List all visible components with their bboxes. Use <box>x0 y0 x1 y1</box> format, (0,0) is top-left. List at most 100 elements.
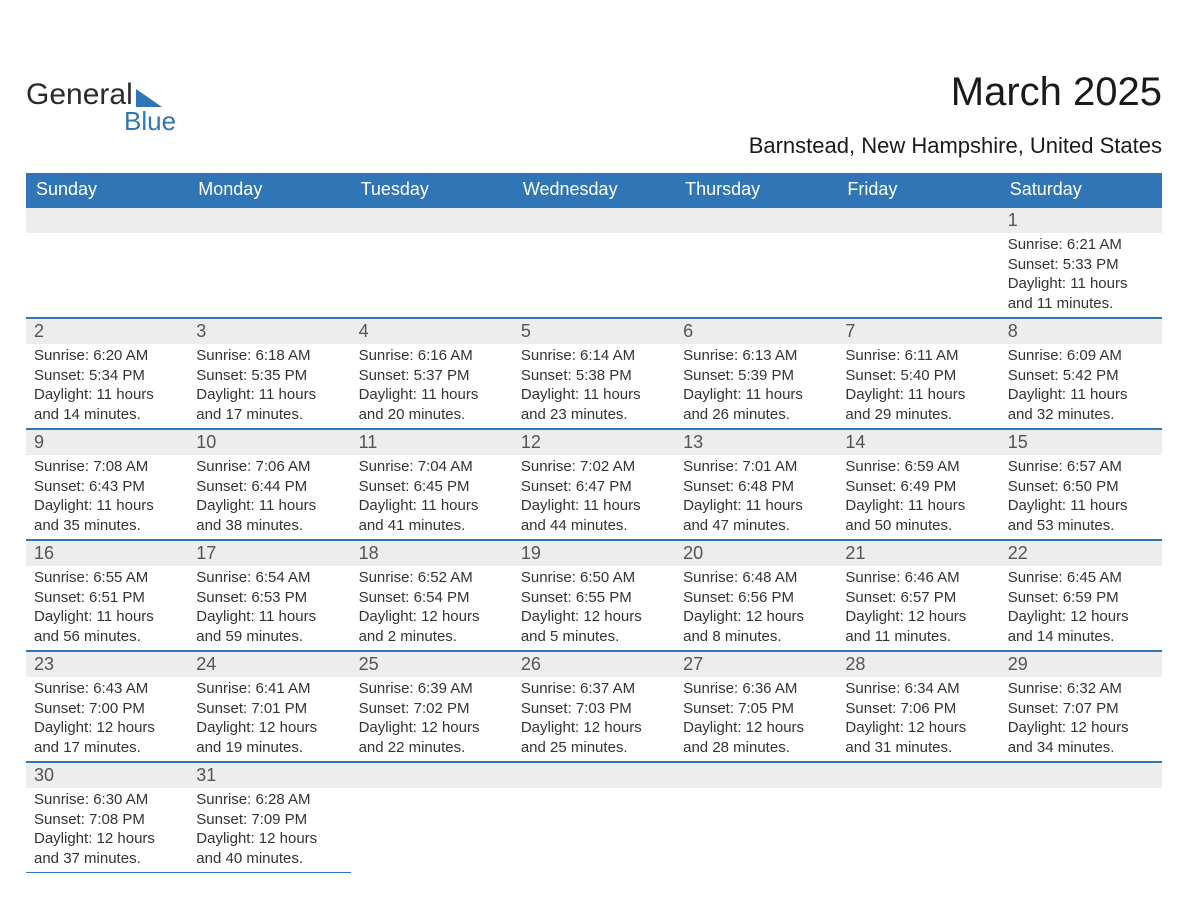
day-daylight1: Daylight: 11 hours <box>521 385 667 405</box>
calendar-cell: 26Sunrise: 6:37 AMSunset: 7:03 PMDayligh… <box>513 651 675 762</box>
day-details <box>188 233 350 259</box>
day-sunset: Sunset: 6:50 PM <box>1008 477 1154 497</box>
day-daylight2: and 59 minutes. <box>196 627 342 647</box>
day-details <box>1000 788 1162 794</box>
day-sunset: Sunset: 7:05 PM <box>683 699 829 719</box>
day-details: Sunrise: 6:41 AMSunset: 7:01 PMDaylight:… <box>188 677 350 761</box>
day-number <box>1000 763 1162 788</box>
calendar-cell: 22Sunrise: 6:45 AMSunset: 6:59 PMDayligh… <box>1000 540 1162 651</box>
day-details: Sunrise: 6:30 AMSunset: 7:08 PMDaylight:… <box>26 788 188 872</box>
day-number <box>675 763 837 788</box>
day-number: 30 <box>26 763 188 788</box>
day-sunset: Sunset: 5:39 PM <box>683 366 829 386</box>
day-sunrise: Sunrise: 6:45 AM <box>1008 568 1154 588</box>
day-sunset: Sunset: 7:00 PM <box>34 699 180 719</box>
day-number <box>188 208 350 233</box>
day-sunset: Sunset: 5:33 PM <box>1008 255 1154 275</box>
logo: General Blue <box>26 78 176 137</box>
day-details: Sunrise: 6:36 AMSunset: 7:05 PMDaylight:… <box>675 677 837 761</box>
calendar-cell: 6Sunrise: 6:13 AMSunset: 5:39 PMDaylight… <box>675 318 837 429</box>
weekday-header: Thursday <box>675 173 837 207</box>
day-daylight2: and 22 minutes. <box>359 738 505 758</box>
day-sunrise: Sunrise: 6:54 AM <box>196 568 342 588</box>
calendar-week: 1Sunrise: 6:21 AMSunset: 5:33 PMDaylight… <box>26 207 1162 318</box>
calendar-cell: 12Sunrise: 7:02 AMSunset: 6:47 PMDayligh… <box>513 429 675 540</box>
day-sunset: Sunset: 5:37 PM <box>359 366 505 386</box>
day-details: Sunrise: 7:04 AMSunset: 6:45 PMDaylight:… <box>351 455 513 539</box>
day-details: Sunrise: 6:11 AMSunset: 5:40 PMDaylight:… <box>837 344 999 428</box>
day-number <box>837 208 999 233</box>
day-sunrise: Sunrise: 6:59 AM <box>845 457 991 477</box>
calendar-cell: 28Sunrise: 6:34 AMSunset: 7:06 PMDayligh… <box>837 651 999 762</box>
day-daylight2: and 29 minutes. <box>845 405 991 425</box>
day-daylight1: Daylight: 11 hours <box>196 385 342 405</box>
day-sunrise: Sunrise: 7:02 AM <box>521 457 667 477</box>
day-daylight1: Daylight: 11 hours <box>359 385 505 405</box>
day-number <box>513 208 675 233</box>
day-number <box>513 763 675 788</box>
day-sunrise: Sunrise: 6:52 AM <box>359 568 505 588</box>
calendar-week: 2Sunrise: 6:20 AMSunset: 5:34 PM Daylight… <box>26 318 1162 429</box>
day-sunset: Sunset: 6:45 PM <box>359 477 505 497</box>
day-number: 2 <box>26 319 188 344</box>
calendar-cell <box>837 207 999 318</box>
day-sunrise: Sunrise: 6:16 AM <box>359 346 505 366</box>
day-sunset: Sunset: 5:42 PM <box>1008 366 1154 386</box>
day-daylight1: Daylight: 11 hours <box>683 385 829 405</box>
day-number: 17 <box>188 541 350 566</box>
calendar-cell: 24Sunrise: 6:41 AMSunset: 7:01 PMDayligh… <box>188 651 350 762</box>
day-daylight2: and 47 minutes. <box>683 516 829 536</box>
day-details: Sunrise: 6:13 AMSunset: 5:39 PMDaylight:… <box>675 344 837 428</box>
day-sunrise: Sunrise: 6:55 AM <box>34 568 180 588</box>
calendar-week: 9Sunrise: 7:08 AMSunset: 6:43 PMDaylight… <box>26 429 1162 540</box>
day-daylight1: Daylight: 12 hours <box>683 718 829 738</box>
calendar-cell: 9Sunrise: 7:08 AMSunset: 6:43 PMDaylight… <box>26 429 188 540</box>
day-sunset: Sunset: 6:56 PM <box>683 588 829 608</box>
calendar-cell: 1Sunrise: 6:21 AMSunset: 5:33 PMDaylight… <box>1000 207 1162 318</box>
calendar-cell <box>675 207 837 318</box>
day-number <box>351 763 513 788</box>
day-daylight2: and 28 minutes. <box>683 738 829 758</box>
calendar-cell: 27Sunrise: 6:36 AMSunset: 7:05 PMDayligh… <box>675 651 837 762</box>
day-number: 8 <box>1000 319 1162 344</box>
day-daylight1: Daylight: 11 hours <box>1008 496 1154 516</box>
day-number: 13 <box>675 430 837 455</box>
day-daylight2: and 14 minutes. <box>1008 627 1154 647</box>
day-sunrise: Sunrise: 6:20 AM <box>34 346 180 366</box>
day-sunrise: Sunrise: 6:37 AM <box>521 679 667 699</box>
calendar-cell <box>26 207 188 318</box>
logo-text-secondary: Blue <box>124 106 176 137</box>
day-daylight1: Daylight: 12 hours <box>196 718 342 738</box>
day-details <box>675 233 837 259</box>
day-number: 5 <box>513 319 675 344</box>
day-daylight1: Daylight: 12 hours <box>521 607 667 627</box>
day-daylight2: and 40 minutes. <box>196 849 342 869</box>
day-sunset: Sunset: 6:55 PM <box>521 588 667 608</box>
weekday-header: Sunday <box>26 173 188 207</box>
day-daylight2: and 5 minutes. <box>521 627 667 647</box>
day-sunrise: Sunrise: 7:01 AM <box>683 457 829 477</box>
calendar-cell: 14Sunrise: 6:59 AMSunset: 6:49 PMDayligh… <box>837 429 999 540</box>
day-sunset: Sunset: 5:34 PM <box>34 366 180 386</box>
day-details: Sunrise: 6:52 AMSunset: 6:54 PMDaylight:… <box>351 566 513 650</box>
day-details: Sunrise: 6:39 AMSunset: 7:02 PMDaylight:… <box>351 677 513 761</box>
day-daylight1: Daylight: 12 hours <box>1008 607 1154 627</box>
day-number: 20 <box>675 541 837 566</box>
day-daylight1: Daylight: 11 hours <box>196 496 342 516</box>
day-daylight2: and 35 minutes. <box>34 516 180 536</box>
title-block: March 2025 Barnstead, New Hampshire, Uni… <box>749 60 1162 159</box>
day-number <box>837 763 999 788</box>
calendar-cell: 21Sunrise: 6:46 AMSunset: 6:57 PMDayligh… <box>837 540 999 651</box>
day-number: 31 <box>188 763 350 788</box>
day-details: Sunrise: 6:54 AMSunset: 6:53 PMDaylight:… <box>188 566 350 650</box>
month-title: March 2025 <box>749 70 1162 115</box>
day-sunrise: Sunrise: 6:28 AM <box>196 790 342 810</box>
calendar-cell: 20Sunrise: 6:48 AMSunset: 6:56 PMDayligh… <box>675 540 837 651</box>
day-number: 19 <box>513 541 675 566</box>
day-daylight1: Daylight: 11 hours <box>1008 274 1154 294</box>
calendar-cell <box>351 762 513 873</box>
day-details: Sunrise: 6:21 AMSunset: 5:33 PMDaylight:… <box>1000 233 1162 317</box>
calendar-week: 16Sunrise: 6:55 AMSunset: 6:51 PMDayligh… <box>26 540 1162 651</box>
calendar-week: 23Sunrise: 6:43 AMSunset: 7:00 PMDayligh… <box>26 651 1162 762</box>
day-details: Sunrise: 6:32 AMSunset: 7:07 PMDaylight:… <box>1000 677 1162 761</box>
